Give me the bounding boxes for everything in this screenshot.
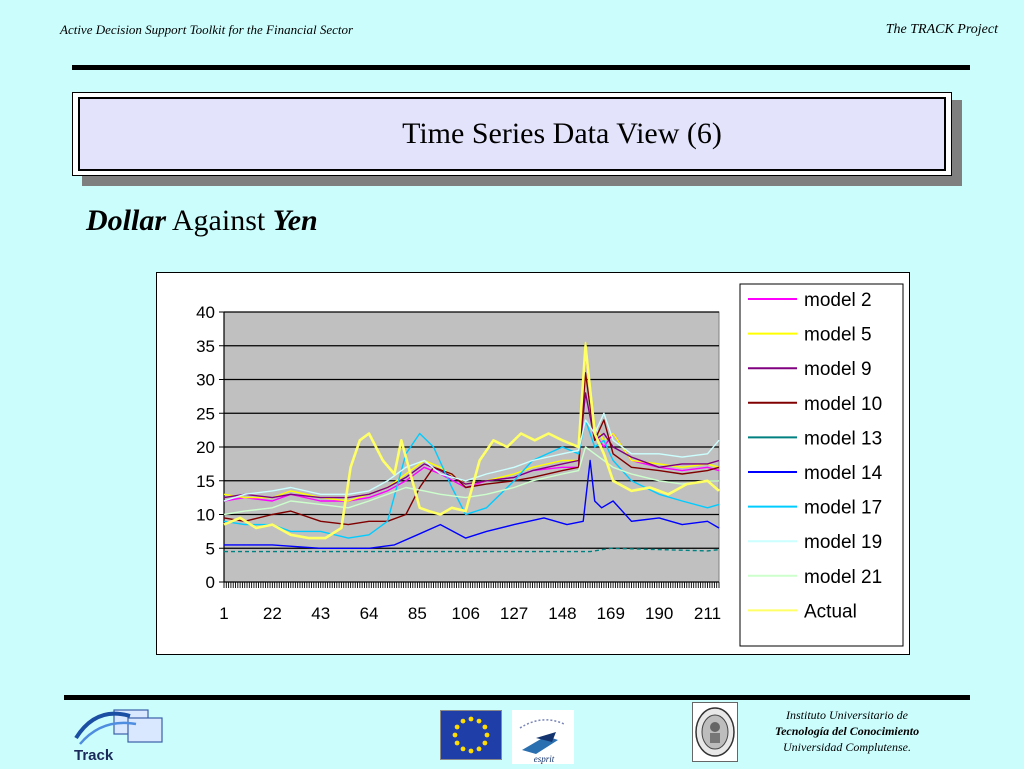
institute-line-3: Universidad Complutense. <box>783 740 911 754</box>
x-tick-label: 22 <box>263 604 282 623</box>
x-tick-label: 106 <box>452 604 480 623</box>
legend-label: model 21 <box>804 567 882 588</box>
subtitle-yen: Yen <box>272 204 318 237</box>
x-tick-label: 85 <box>408 604 427 623</box>
series-line-actual <box>223 344 720 540</box>
series-line-model-10 <box>223 372 720 526</box>
chart-frame: 0 5 10 15 20 25 30 35 40 1 22 43 64 85 106 127 148 169 190… <box>156 272 910 655</box>
subtitle-against: Against <box>171 204 266 237</box>
legend-label: model 9 <box>804 359 872 380</box>
y-tick-label: 25 <box>196 404 215 423</box>
eu-star-icon <box>476 746 482 752</box>
series-line-model-19 <box>223 412 720 502</box>
x-tick-label: 1 <box>219 604 228 623</box>
esprit-logo-icon: esprit <box>519 719 565 764</box>
track-logo: Track <box>66 704 166 764</box>
header-left-text: Active Decision Support Toolkit for the … <box>60 22 354 37</box>
track-logo-label: Track <box>74 747 114 764</box>
eu-star-icon <box>482 740 488 746</box>
subtitle-dollar: Dollar <box>86 204 167 237</box>
institute-line-1: Instituto Universitario de <box>786 708 908 722</box>
bottom-rule <box>64 695 970 700</box>
eu-star-icon <box>454 740 460 746</box>
eu-star-icon <box>482 724 488 730</box>
seal-emblem <box>695 707 735 757</box>
legend-label: model 2 <box>804 290 872 311</box>
legend-box <box>739 283 904 647</box>
legend-label: model 14 <box>804 463 883 484</box>
legend-label: model 5 <box>804 325 872 346</box>
legend-label: Actual <box>804 601 857 622</box>
eu-star-icon <box>452 732 458 738</box>
slide-subtitle: Dollar Against Yen <box>86 204 318 238</box>
y-tick-label: 15 <box>196 472 215 491</box>
eu-star-icon <box>476 718 482 724</box>
title-inner: Time Series Data View (6) <box>78 97 946 171</box>
y-tick-label: 20 <box>196 438 215 457</box>
institute-line-2: Tecnología del Conocimiento <box>774 724 920 738</box>
eu-stars <box>452 716 490 754</box>
university-seal-icon <box>692 702 738 762</box>
x-tick-label: 127 <box>500 604 528 623</box>
x-tick-label: 64 <box>360 604 379 623</box>
institute-block: Instituto Universitario de Tecnología de… <box>752 707 942 755</box>
eu-star-icon <box>468 716 474 722</box>
y-tick-label: 35 <box>196 337 215 356</box>
header-right-text: The TRACK Project <box>885 22 998 37</box>
legend-label: model 13 <box>804 428 882 449</box>
title-box: Time Series Data View (6) <box>72 92 952 176</box>
series-line-model-14 <box>224 459 720 549</box>
top-rule <box>72 65 970 70</box>
y-tick-label: 0 <box>206 573 215 592</box>
legend-label: model 10 <box>804 394 882 415</box>
x-tick-label: 190 <box>645 604 673 623</box>
y-tick-label: 30 <box>196 371 215 390</box>
eu-star-icon <box>460 746 466 752</box>
eu-star-icon <box>484 732 490 738</box>
x-tick-label: 169 <box>597 604 625 623</box>
x-tick-label: 43 <box>311 604 330 623</box>
eu-star-icon <box>454 724 460 730</box>
y-tick-label: 5 <box>206 539 215 558</box>
esprit-label: esprit <box>534 754 555 764</box>
track-logo-icon: Track <box>66 704 166 764</box>
legend-label: model 19 <box>804 532 882 553</box>
esprit-logo: esprit <box>512 710 574 764</box>
eu-flag-icon <box>440 710 502 760</box>
series-line-model-9 <box>223 392 720 499</box>
slide-title: Time Series Data View (6) <box>402 117 722 150</box>
y-tick-label: 10 <box>196 506 215 525</box>
legend-label: model 17 <box>804 498 882 519</box>
x-tick-label: 148 <box>548 604 576 623</box>
eu-star-icon <box>460 718 466 724</box>
line-chart: 0 5 10 15 20 25 30 35 40 1 22 43 64 85 106 127 148 169 190… <box>196 283 904 647</box>
series-line-model-13 <box>224 547 720 553</box>
y-tick-label: 40 <box>196 303 215 322</box>
series-line-model-21 <box>223 446 719 516</box>
eu-star-icon <box>468 748 474 754</box>
x-tick-label: 211 <box>694 604 721 623</box>
